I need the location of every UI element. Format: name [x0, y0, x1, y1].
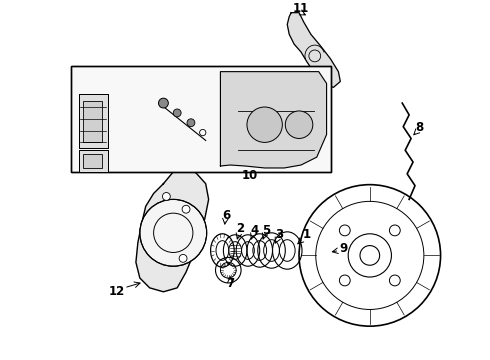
- Text: 3: 3: [275, 228, 283, 241]
- Circle shape: [360, 246, 380, 265]
- Circle shape: [285, 111, 313, 139]
- Circle shape: [159, 98, 169, 108]
- Text: 12: 12: [109, 285, 125, 298]
- Text: 5: 5: [263, 224, 271, 237]
- Bar: [83, 154, 102, 168]
- Text: 1: 1: [303, 228, 311, 241]
- Bar: [71, 66, 331, 172]
- Text: 4: 4: [251, 224, 259, 237]
- Circle shape: [179, 255, 187, 262]
- Circle shape: [187, 119, 195, 127]
- Bar: [79, 94, 108, 148]
- Polygon shape: [220, 72, 326, 168]
- Bar: [79, 94, 108, 148]
- Polygon shape: [287, 13, 341, 87]
- Bar: [71, 66, 331, 172]
- Circle shape: [182, 205, 190, 213]
- Polygon shape: [136, 167, 209, 292]
- Text: 7: 7: [226, 278, 234, 291]
- Bar: [79, 150, 108, 172]
- Circle shape: [173, 109, 181, 117]
- Circle shape: [140, 199, 207, 266]
- Text: 6: 6: [222, 209, 230, 222]
- Circle shape: [247, 107, 282, 143]
- Text: 8: 8: [415, 121, 423, 134]
- Text: 11: 11: [293, 2, 309, 15]
- Circle shape: [163, 193, 171, 201]
- Text: 9: 9: [339, 242, 347, 255]
- Text: 10: 10: [242, 169, 258, 182]
- Bar: [83, 101, 102, 143]
- Bar: [79, 150, 108, 172]
- Text: 2: 2: [236, 222, 244, 235]
